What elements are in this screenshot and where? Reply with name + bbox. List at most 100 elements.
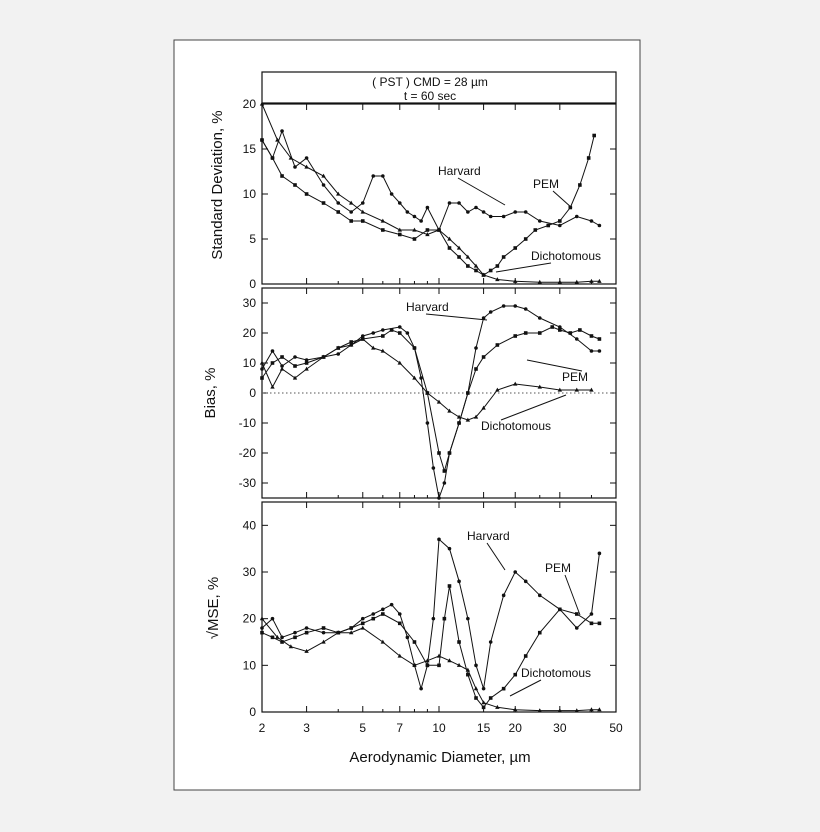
data-point	[419, 219, 423, 223]
annotation-label: Dichotomous	[481, 419, 551, 433]
data-point	[419, 686, 423, 691]
data-point	[447, 236, 452, 241]
leader-line	[564, 574, 581, 616]
data-point	[501, 593, 506, 598]
y-tick-label: -30	[239, 476, 257, 490]
data-point	[380, 639, 386, 644]
data-point	[293, 630, 297, 635]
data-point	[270, 349, 275, 353]
y-tick-label: 0	[249, 705, 256, 719]
data-point	[412, 214, 417, 219]
data-point	[513, 278, 518, 283]
data-point	[465, 254, 471, 259]
data-point	[574, 708, 579, 713]
data-point	[397, 612, 402, 616]
data-point	[466, 672, 470, 677]
data-point	[412, 640, 417, 644]
data-point	[466, 391, 470, 395]
data-point	[574, 337, 579, 341]
data-point	[513, 210, 518, 214]
data-point	[293, 355, 297, 359]
data-point	[360, 621, 365, 626]
data-point	[501, 255, 506, 259]
data-point	[336, 191, 341, 196]
data-point	[592, 133, 596, 138]
data-point	[259, 616, 265, 621]
y-tick-label: 10	[243, 658, 257, 672]
data-point	[431, 466, 436, 470]
y-tick-label: 20	[243, 326, 257, 340]
data-point	[557, 708, 563, 713]
data-point	[397, 325, 402, 329]
data-point	[495, 264, 500, 268]
x-tick-label: 20	[509, 721, 523, 735]
y-axis-label: Bias, %	[202, 368, 219, 419]
panel-1: 0 5 10 15 20 Standard Deviation, % Harvard PEM D…	[209, 97, 617, 291]
data-point	[304, 626, 309, 630]
data-point	[597, 707, 602, 712]
annotation-dichotomous: Dichotomous	[509, 666, 591, 697]
annotation-label: PEM	[562, 370, 588, 384]
data-point	[280, 174, 284, 178]
data-point	[537, 708, 542, 713]
data-point	[523, 307, 528, 311]
annotation-label: Dichotomous	[521, 666, 591, 680]
y-tick-label: 0	[249, 386, 256, 400]
data-point	[456, 245, 462, 250]
data-point	[597, 223, 602, 228]
data-point	[589, 334, 594, 338]
data-point	[457, 640, 461, 644]
data-point	[557, 279, 563, 284]
data-point	[260, 367, 264, 371]
y-tick-label: -20	[239, 446, 257, 460]
data-point	[537, 331, 542, 335]
annotation-label: Harvard	[406, 300, 449, 314]
data-point	[481, 210, 486, 214]
data-point	[574, 612, 579, 616]
data-point	[270, 361, 275, 365]
data-point	[360, 336, 365, 341]
data-point	[447, 246, 452, 250]
data-point	[568, 331, 573, 335]
data-point	[321, 354, 326, 359]
data-point	[568, 205, 573, 210]
data-point	[578, 183, 582, 187]
y-axis-label: Standard Deviation, %	[209, 110, 226, 259]
figure-frame	[173, 39, 641, 791]
x-axis: Aerodynamic Diameter, µm 2 3 5 7 10 15 20 30 50	[259, 721, 623, 766]
annotation-label: Harvard	[467, 529, 510, 543]
data-point	[425, 663, 430, 668]
data-point	[371, 331, 376, 335]
data-point	[270, 156, 275, 160]
leader-line	[500, 394, 567, 421]
leader-line	[526, 359, 583, 372]
y-tick-label: 0	[249, 277, 256, 291]
data-point	[371, 612, 376, 616]
data-point	[597, 349, 602, 353]
panels: 0 5 10 15 20 Standard Deviation, % Harvard PEM D…	[202, 97, 617, 719]
x-tick-label: 10	[432, 721, 446, 735]
data-point	[336, 352, 341, 356]
data-point	[457, 421, 461, 425]
data-point	[336, 630, 341, 635]
data-point	[574, 214, 579, 219]
data-point	[260, 626, 264, 630]
x-tick-label: 7	[396, 721, 403, 735]
data-point	[533, 228, 538, 232]
data-point	[349, 626, 353, 630]
data-point	[381, 607, 385, 612]
data-point	[537, 219, 542, 223]
data-point	[488, 268, 493, 273]
leader-line	[425, 313, 488, 321]
data-point	[381, 228, 385, 232]
data-point	[586, 156, 591, 160]
data-point	[495, 704, 500, 709]
data-point	[546, 223, 551, 228]
data-point	[481, 316, 486, 320]
data-point	[431, 616, 436, 621]
data-point	[397, 360, 402, 365]
data-point	[481, 405, 486, 410]
data-point	[360, 625, 365, 630]
header-line2: t = 60 sec	[404, 89, 456, 103]
data-point	[457, 201, 461, 205]
